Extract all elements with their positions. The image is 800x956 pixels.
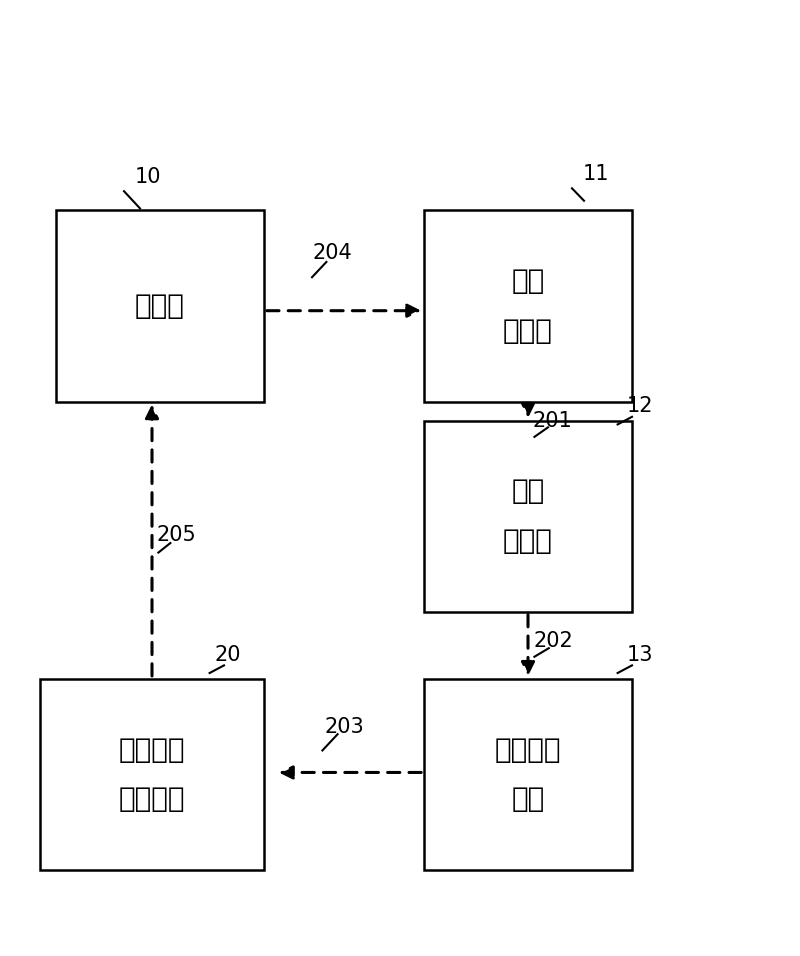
Text: 12: 12	[626, 397, 654, 416]
Text: 10: 10	[134, 167, 162, 186]
Text: 11: 11	[582, 164, 610, 184]
Bar	[424, 210, 632, 402]
Text: 放大器: 放大器	[503, 527, 553, 555]
Text: 元件: 元件	[511, 785, 545, 814]
Bar	[424, 421, 632, 612]
Text: 接收电路: 接收电路	[118, 785, 186, 814]
Text: 处理器: 处理器	[135, 292, 185, 320]
Text: 205: 205	[156, 526, 196, 545]
Text: 信号: 信号	[511, 477, 545, 506]
Bar	[424, 679, 632, 870]
Text: 频率: 频率	[511, 267, 545, 295]
Text: 201: 201	[532, 411, 572, 430]
Text: 压电致能: 压电致能	[494, 735, 562, 764]
Text: 13: 13	[626, 645, 654, 664]
Text: 203: 203	[324, 717, 364, 736]
Bar	[40, 679, 264, 870]
Bar	[56, 210, 264, 402]
Text: 202: 202	[534, 631, 574, 650]
Text: 20: 20	[214, 645, 242, 664]
Text: 产生器: 产生器	[503, 316, 553, 345]
Text: 回授信号: 回授信号	[118, 735, 186, 764]
Text: 204: 204	[312, 244, 352, 263]
